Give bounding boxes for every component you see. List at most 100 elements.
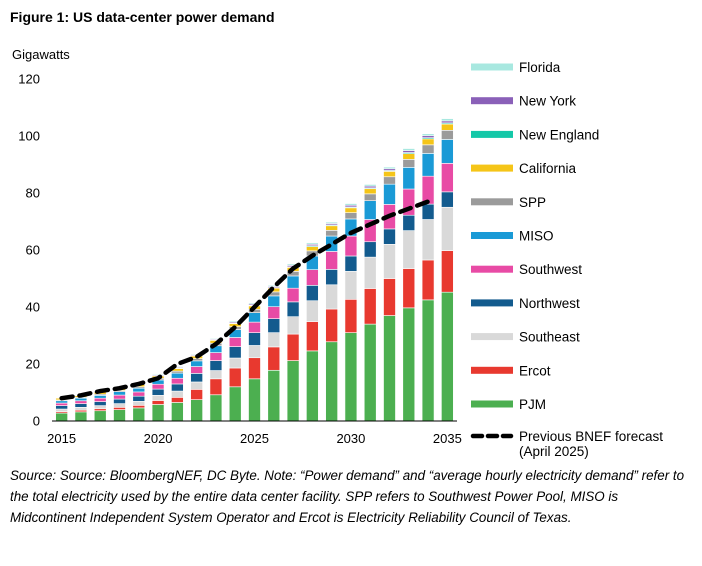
bar-segment bbox=[151, 400, 165, 405]
bar-segment bbox=[93, 397, 107, 402]
bar-segment bbox=[383, 244, 396, 279]
bar-segment bbox=[93, 405, 107, 410]
bar-segment bbox=[74, 411, 88, 422]
forecast-line-group bbox=[59, 199, 431, 401]
legend-label: Southeast bbox=[519, 330, 580, 345]
source-note: Source: Source: BloombergNEF, DC Byte. N… bbox=[10, 468, 685, 525]
bar-segment bbox=[402, 148, 416, 151]
y-tick-label: 0 bbox=[33, 414, 40, 429]
bar-segment bbox=[363, 288, 377, 325]
bar-segment bbox=[132, 405, 146, 409]
bar-segment bbox=[344, 212, 358, 220]
bar-segment bbox=[55, 405, 68, 410]
bar-segment bbox=[190, 389, 203, 400]
bar-segment bbox=[132, 401, 146, 406]
bar-segment bbox=[383, 176, 396, 185]
bar-segment bbox=[190, 366, 203, 374]
y-tick-label: 60 bbox=[26, 243, 40, 258]
bar-segment bbox=[402, 214, 416, 231]
legend-label: California bbox=[519, 161, 577, 176]
bar-segment bbox=[248, 332, 261, 346]
bar-segment bbox=[306, 285, 319, 302]
bar-segment bbox=[421, 219, 435, 261]
bar-segment bbox=[441, 206, 454, 251]
bar-segment bbox=[209, 394, 223, 422]
bar-segment bbox=[151, 373, 165, 376]
bar-segment bbox=[132, 407, 146, 422]
y-tick-label: 100 bbox=[18, 129, 40, 144]
bar-segment bbox=[421, 203, 435, 220]
legend-label: Florida bbox=[519, 60, 561, 75]
bar-segment bbox=[344, 255, 358, 272]
bar-segment bbox=[383, 278, 396, 316]
bar-segment bbox=[383, 171, 396, 178]
bar-segment bbox=[441, 250, 454, 293]
x-tick-label: 2015 bbox=[47, 431, 76, 446]
bar-segment bbox=[55, 412, 68, 422]
bar-segment bbox=[151, 395, 165, 401]
legend-swatch bbox=[471, 164, 513, 172]
forecast-line bbox=[59, 199, 431, 401]
bar-segment bbox=[402, 268, 416, 309]
bar-segment bbox=[55, 408, 68, 412]
x-tick-label: 2030 bbox=[336, 431, 365, 446]
bar-segment bbox=[228, 337, 242, 347]
bar-segment bbox=[248, 357, 261, 380]
bar-segment bbox=[421, 138, 435, 146]
bar-segment bbox=[248, 345, 261, 359]
bar-segment bbox=[190, 373, 203, 383]
bar-segment bbox=[171, 383, 184, 392]
bar-segment bbox=[267, 346, 281, 371]
x-axis-ticks: 2015 2020 2025 2030 2035 bbox=[47, 431, 462, 446]
bar-segment bbox=[383, 228, 396, 245]
bar-segment bbox=[402, 159, 416, 168]
bar-segment bbox=[190, 381, 203, 390]
bar-segment bbox=[325, 308, 338, 343]
bar-segment bbox=[132, 395, 146, 402]
bar-segment bbox=[151, 404, 165, 422]
bar-segment bbox=[363, 241, 377, 258]
bar-segment bbox=[421, 133, 435, 137]
bar-segment bbox=[132, 387, 146, 393]
bar-segment bbox=[325, 251, 338, 270]
bar-segment bbox=[363, 193, 377, 201]
y-axis-label: Gigawatts bbox=[12, 47, 70, 62]
bar-segment bbox=[113, 391, 126, 396]
bar-segment bbox=[441, 291, 454, 422]
legend-label-forecast: Previous BNEF forecast (April 2025) bbox=[519, 429, 663, 459]
legend-label: MISO bbox=[519, 229, 554, 244]
legend-swatch bbox=[471, 333, 513, 341]
bar-segment bbox=[209, 352, 223, 361]
legend-swatch bbox=[471, 232, 513, 239]
x-tick-label: 2025 bbox=[240, 431, 269, 446]
bar-segment bbox=[228, 367, 242, 388]
y-tick-label: 20 bbox=[26, 357, 40, 372]
bar-segment bbox=[363, 184, 377, 187]
bar-segment bbox=[441, 123, 454, 131]
bar-segment bbox=[171, 402, 184, 422]
bar-segment bbox=[228, 357, 242, 369]
bar-segment bbox=[344, 299, 358, 333]
bar-segment bbox=[151, 383, 165, 390]
bar-segment bbox=[74, 397, 88, 402]
bar-segment bbox=[383, 315, 396, 422]
bar-segment bbox=[344, 207, 358, 213]
bar-segment bbox=[171, 372, 184, 379]
legend-label: Northwest bbox=[519, 296, 580, 311]
bar-segment bbox=[286, 287, 300, 303]
bar-segment bbox=[267, 306, 281, 319]
bar-segment bbox=[55, 400, 68, 404]
legend-label: New England bbox=[519, 127, 599, 142]
bar-segment bbox=[306, 321, 319, 352]
bar-segment bbox=[248, 312, 261, 323]
bar-segment bbox=[402, 307, 416, 422]
legend-swatch bbox=[471, 400, 513, 408]
bars-group bbox=[55, 118, 454, 422]
y-tick-label: 80 bbox=[26, 186, 40, 201]
x-tick-label: 2020 bbox=[144, 431, 173, 446]
bar-segment bbox=[325, 341, 338, 422]
bar-segment bbox=[325, 230, 338, 237]
bar-segment bbox=[402, 153, 416, 160]
bar-segment bbox=[402, 167, 416, 190]
bar-segment bbox=[209, 378, 223, 396]
